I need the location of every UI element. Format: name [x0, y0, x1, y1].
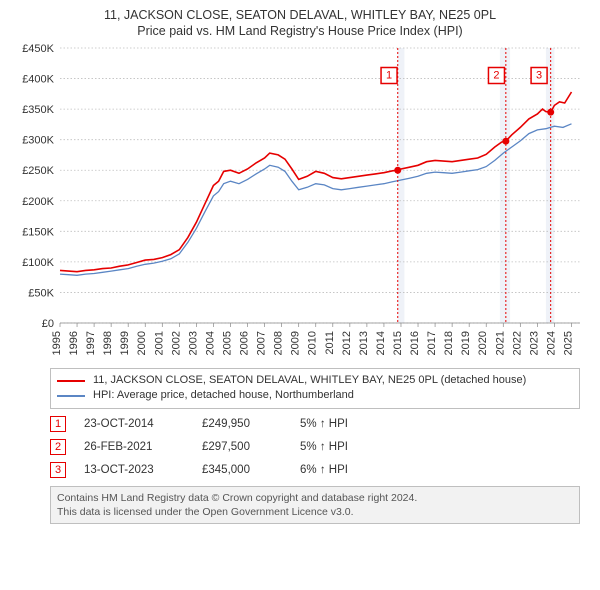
svg-text:2003: 2003: [187, 331, 199, 355]
svg-text:2010: 2010: [307, 331, 319, 355]
svg-text:2016: 2016: [409, 331, 421, 355]
svg-text:2000: 2000: [136, 331, 148, 355]
svg-text:2006: 2006: [239, 331, 251, 355]
sale-pct: 5% ↑ HPI: [300, 441, 420, 453]
sale-date: 26-FEB-2021: [84, 441, 184, 453]
sale-marker-icon: 1: [50, 416, 66, 432]
svg-text:£250K: £250K: [22, 165, 54, 177]
title-block: 11, JACKSON CLOSE, SEATON DELAVAL, WHITL…: [12, 8, 588, 38]
legend-item-hpi: HPI: Average price, detached house, Nort…: [57, 388, 573, 403]
svg-text:1: 1: [386, 70, 392, 82]
svg-text:2015: 2015: [392, 331, 404, 355]
svg-text:2001: 2001: [153, 331, 165, 355]
svg-text:£300K: £300K: [22, 135, 54, 147]
sale-row: 1 23-OCT-2014 £249,950 5% ↑ HPI: [50, 416, 580, 432]
svg-text:2009: 2009: [290, 331, 302, 355]
svg-text:2018: 2018: [443, 331, 455, 355]
legend-label-property: 11, JACKSON CLOSE, SEATON DELAVAL, WHITL…: [93, 373, 526, 388]
chart-container: 11, JACKSON CLOSE, SEATON DELAVAL, WHITL…: [0, 0, 600, 530]
svg-text:1999: 1999: [119, 331, 131, 355]
svg-text:2024: 2024: [545, 331, 557, 355]
sale-pct: 5% ↑ HPI: [300, 418, 420, 430]
svg-text:2017: 2017: [426, 331, 438, 355]
legend-item-property: 11, JACKSON CLOSE, SEATON DELAVAL, WHITL…: [57, 373, 573, 388]
svg-text:2022: 2022: [511, 331, 523, 355]
svg-text:2025: 2025: [562, 331, 574, 355]
legend-swatch-hpi: [57, 395, 85, 397]
legend-swatch-property: [57, 380, 85, 382]
svg-text:2023: 2023: [528, 331, 540, 355]
footnote-line: Contains HM Land Registry data © Crown c…: [57, 491, 573, 505]
svg-text:£450K: £450K: [22, 43, 54, 55]
svg-text:£50K: £50K: [28, 287, 54, 299]
svg-text:1998: 1998: [102, 331, 114, 355]
svg-text:3: 3: [536, 70, 542, 82]
svg-text:2019: 2019: [460, 331, 472, 355]
chart-area: £0 £50K £100K £150K £200K £250K £300K £350K £400…: [12, 42, 588, 362]
svg-text:2020: 2020: [477, 331, 489, 355]
svg-text:2014: 2014: [375, 331, 387, 355]
sales-list: 1 23-OCT-2014 £249,950 5% ↑ HPI 2 26-FEB…: [50, 416, 580, 478]
svg-text:2012: 2012: [341, 331, 353, 355]
svg-text:1996: 1996: [68, 331, 80, 355]
svg-text:2005: 2005: [221, 331, 233, 355]
sale-marker-icon: 2: [50, 439, 66, 455]
footnote-line: This data is licensed under the Open Gov…: [57, 505, 573, 519]
subtitle: Price paid vs. HM Land Registry's House …: [12, 24, 588, 38]
sale-row: 2 26-FEB-2021 £297,500 5% ↑ HPI: [50, 439, 580, 455]
legend-label-hpi: HPI: Average price, detached house, Nort…: [93, 388, 354, 403]
line-chart-svg: £0 £50K £100K £150K £200K £250K £300K £350K £400…: [12, 42, 588, 362]
svg-text:2013: 2013: [358, 331, 370, 355]
sale-price: £297,500: [202, 441, 282, 453]
svg-text:2002: 2002: [170, 331, 182, 355]
footnote: Contains HM Land Registry data © Crown c…: [50, 486, 580, 524]
svg-text:2007: 2007: [256, 331, 268, 355]
sale-pct: 6% ↑ HPI: [300, 464, 420, 476]
svg-text:£400K: £400K: [22, 74, 54, 86]
sale-date: 23-OCT-2014: [84, 418, 184, 430]
svg-text:2: 2: [493, 70, 499, 82]
svg-text:2011: 2011: [324, 331, 336, 355]
svg-text:£0: £0: [42, 318, 54, 330]
sale-date: 13-OCT-2023: [84, 464, 184, 476]
svg-text:1997: 1997: [85, 331, 97, 355]
sale-price: £249,950: [202, 418, 282, 430]
svg-text:1995: 1995: [51, 331, 63, 355]
legend: 11, JACKSON CLOSE, SEATON DELAVAL, WHITL…: [50, 368, 580, 409]
svg-text:£350K: £350K: [22, 104, 54, 116]
sale-marker-icon: 3: [50, 462, 66, 478]
address-title: 11, JACKSON CLOSE, SEATON DELAVAL, WHITL…: [12, 8, 588, 22]
svg-text:2021: 2021: [494, 331, 506, 355]
svg-text:£100K: £100K: [22, 257, 54, 269]
sale-row: 3 13-OCT-2023 £345,000 6% ↑ HPI: [50, 462, 580, 478]
svg-text:£200K: £200K: [22, 196, 54, 208]
sale-price: £345,000: [202, 464, 282, 476]
svg-text:£150K: £150K: [22, 226, 54, 238]
svg-text:2004: 2004: [204, 331, 216, 355]
svg-text:2008: 2008: [273, 331, 285, 355]
